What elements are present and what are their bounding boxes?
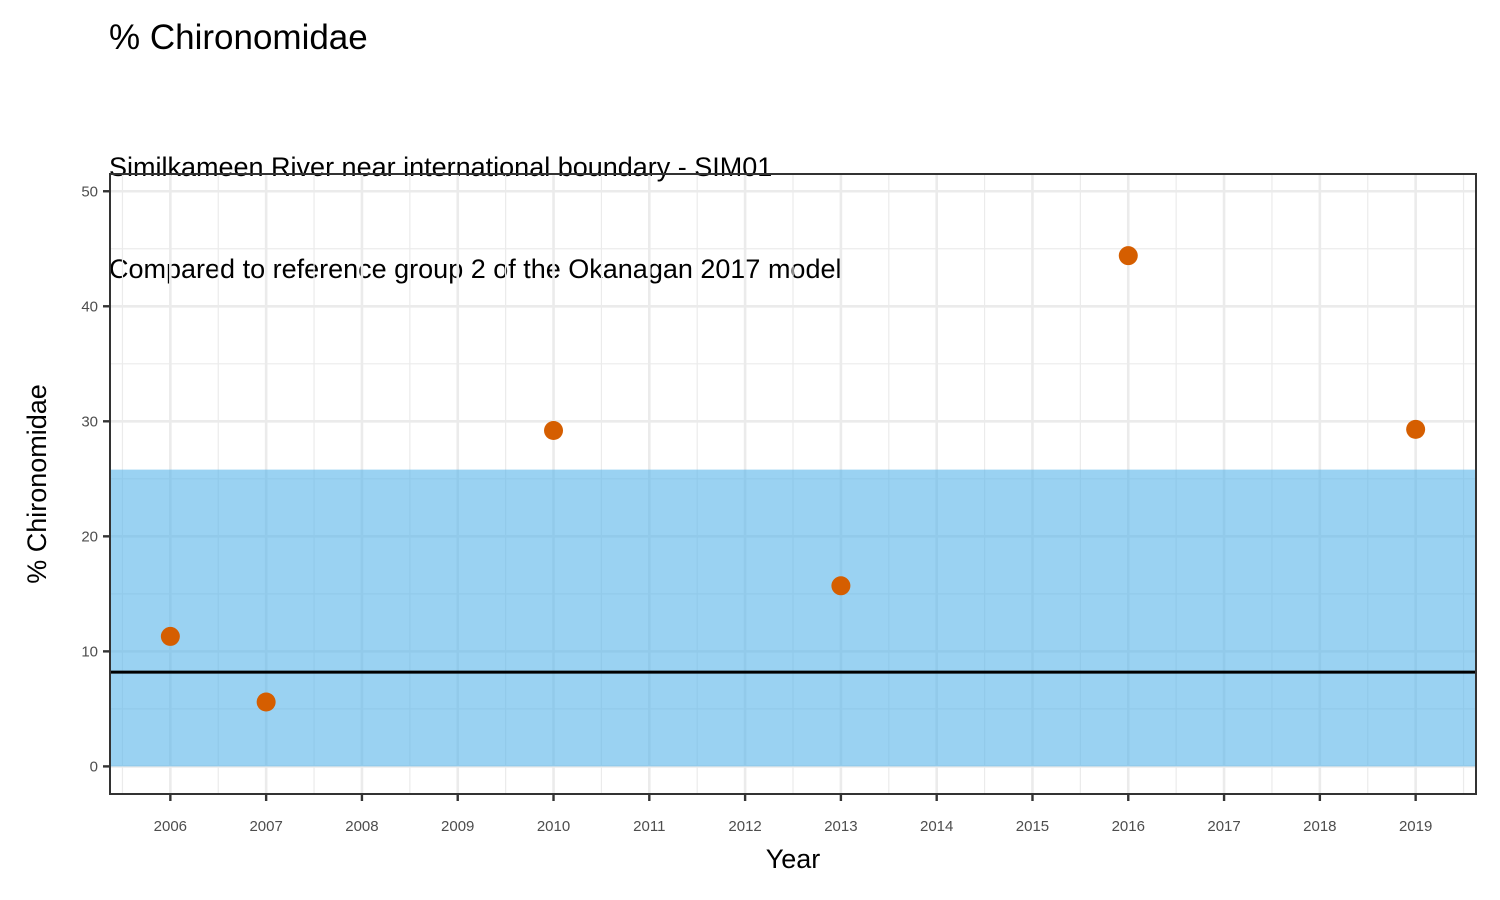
x-tick-label: 2014	[920, 818, 953, 835]
x-tick-label: 2013	[824, 818, 857, 835]
x-tick-label: 2016	[1112, 818, 1145, 835]
x-tick-label: 2010	[537, 818, 570, 835]
y-tick-label: 10	[81, 643, 98, 660]
x-tick-label: 2017	[1207, 818, 1240, 835]
x-tick-label: 2009	[441, 818, 474, 835]
data-point	[1406, 419, 1426, 439]
subtitle-line-1: Similkameen River near international bou…	[109, 152, 773, 182]
x-axis-title: Year	[766, 844, 821, 874]
reference-band	[110, 469, 1476, 767]
data-point	[256, 692, 276, 712]
y-tick-label: 30	[81, 413, 98, 430]
panel-border	[109, 173, 1477, 795]
x-tick-label: 2008	[345, 818, 378, 835]
x-tick-label: 2007	[249, 818, 282, 835]
y-axis-title: % Chironomidae	[22, 384, 52, 584]
reference-band-layer	[110, 469, 1476, 767]
data-point	[1118, 246, 1138, 266]
data-point	[544, 421, 564, 441]
data-points	[160, 246, 1426, 712]
chart-title: % Chironomidae	[109, 18, 368, 57]
y-tick-label: 40	[81, 298, 98, 315]
x-tick-label: 2011	[633, 818, 665, 835]
y-tick-label: 50	[81, 183, 98, 200]
y-tick-label: 0	[90, 758, 98, 775]
y-tick-label: 20	[81, 528, 98, 545]
x-tick-label: 2015	[1016, 818, 1049, 835]
x-tick-label: 2018	[1303, 818, 1336, 835]
x-axis: 2006 2007 2008 2009 2010 2011 2012 2013 2014 2015…	[154, 794, 1432, 835]
data-point	[831, 576, 851, 596]
x-tick-label: 2012	[728, 818, 761, 835]
y-axis: 0 10 20 30 40 50	[81, 183, 110, 775]
data-point	[160, 626, 180, 646]
x-tick-label: 2019	[1399, 818, 1432, 835]
x-tick-label: 2006	[154, 818, 187, 835]
